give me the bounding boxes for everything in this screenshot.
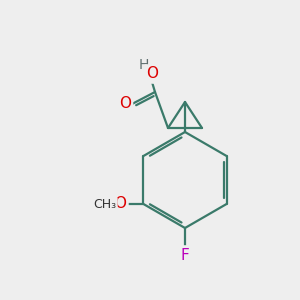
Text: O: O bbox=[114, 196, 126, 211]
Text: O: O bbox=[146, 67, 158, 82]
Text: H: H bbox=[139, 58, 149, 72]
Text: F: F bbox=[181, 248, 189, 262]
Text: O: O bbox=[119, 97, 131, 112]
Text: CH₃: CH₃ bbox=[93, 199, 116, 212]
